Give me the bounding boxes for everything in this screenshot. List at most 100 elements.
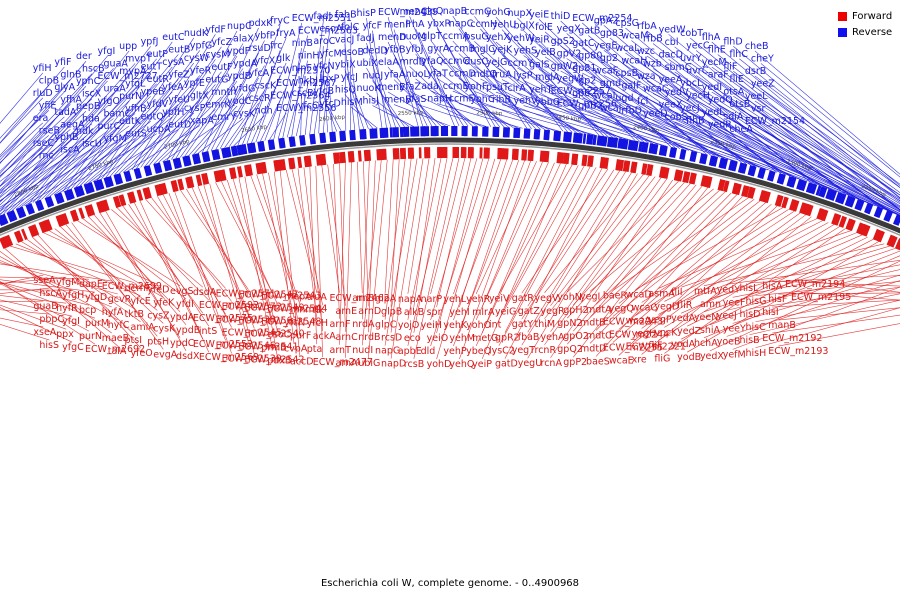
gene-label: yeiG: [495, 307, 516, 318]
gene-label: wcaH: [621, 56, 647, 67]
gene-label: wcaL: [615, 43, 640, 54]
gene-leader-line: [588, 60, 756, 167]
gene-leader-line: [66, 54, 179, 191]
gene-leader-line: [0, 122, 43, 163]
gene-leader-line: [350, 81, 369, 129]
reverse-feature: [164, 159, 173, 172]
gene-label: araF: [708, 69, 729, 80]
gene-label: gpN2: [557, 318, 582, 329]
reverse-feature: [35, 199, 45, 212]
gene-leader-line: [0, 110, 49, 158]
gene-leader-line: [186, 188, 255, 303]
gene-label: yfgC: [62, 342, 84, 353]
gene-label: yfcA: [249, 68, 270, 79]
gene-leader-line: [0, 317, 44, 328]
forward-feature: [236, 166, 243, 178]
forward-feature: [604, 157, 609, 169]
forward-feature: [69, 209, 79, 222]
gene-label: cpsG: [615, 18, 639, 29]
gene-leader-line: [755, 307, 900, 349]
gene-label: eutK: [119, 116, 142, 127]
gene-leader-line: [0, 289, 73, 291]
gene-label: int: [489, 320, 502, 331]
gene-leader-line: [162, 194, 232, 328]
gene-label: cbl: [665, 37, 679, 48]
gene-label: amn: [700, 299, 721, 310]
reverse-feature: [289, 136, 295, 147]
gene-label: wcaA: [626, 316, 652, 327]
forward-feature: [156, 184, 163, 196]
gene-label: ppx: [56, 329, 74, 340]
reverse-feature: [113, 173, 121, 185]
gene-label: ugd: [615, 93, 633, 104]
gene-leader-line: [582, 97, 769, 171]
gene-leader-line: [668, 109, 900, 216]
forward-feature: [357, 150, 362, 162]
gene-leader-line: [123, 112, 195, 173]
reverse-feature: [728, 160, 736, 171]
gene-leader-line: [582, 22, 742, 164]
gene-label: ccmD: [449, 69, 476, 80]
gene-label: yohG: [486, 7, 511, 18]
reverse-feature: [194, 153, 202, 164]
gene-leader-line: [567, 183, 691, 319]
forward-feature: [84, 205, 91, 217]
gene-leader-line: [77, 220, 181, 287]
gene-label: yedX: [700, 351, 724, 362]
gene-leader-line: [430, 158, 490, 347]
forward-feature: [831, 213, 840, 226]
gene-label: fliG: [654, 353, 670, 364]
gene-leader-line: [256, 174, 301, 305]
gene-label: cvpA: [284, 343, 308, 354]
gene-leader-line: [0, 274, 44, 285]
gene-label: ybfP: [255, 31, 276, 42]
forward-feature: [244, 164, 251, 177]
reverse-feature: [269, 139, 274, 150]
gene-leader-line: [232, 178, 278, 330]
gene-label: aegA: [60, 119, 85, 130]
gene-leader-line: [413, 158, 436, 307]
gene-leader-line: [0, 304, 67, 330]
gene-label: fryC: [270, 15, 290, 26]
gene-leader-line: [726, 269, 900, 311]
gene-label: yefM: [723, 349, 746, 360]
gene-leader-line: [544, 81, 694, 152]
gene-leader-line: [652, 43, 851, 197]
reverse-feature: [279, 137, 285, 149]
gene-label: rseC: [33, 138, 55, 149]
forward-feature: [215, 170, 220, 182]
gene-leader-line: [436, 158, 484, 334]
gene-leader-line: [732, 274, 900, 324]
gene-label: fliE: [729, 74, 744, 85]
gene-label: yedZ: [677, 326, 701, 337]
gene-leader-line: [49, 108, 157, 197]
gene-leader-line: [760, 113, 900, 200]
gene-leader-line: [635, 207, 784, 290]
gene-label: wcaC: [632, 303, 658, 314]
gene-label: yphB: [54, 132, 78, 143]
gene-label: cysM: [205, 49, 229, 60]
gene-leader-line: [415, 53, 469, 127]
gene-label: lysC2: [489, 346, 515, 357]
gene-label: uvrC: [686, 65, 709, 76]
gene-label: xapA: [190, 115, 214, 126]
gene-leader-line: [612, 197, 749, 291]
gene-leader-line: [145, 199, 226, 289]
gene-label: ECW_m2538: [216, 314, 276, 325]
gene-leader-line: [717, 79, 900, 203]
gene-leader-line: [415, 28, 460, 127]
gene-label: ECW_m2556: [276, 103, 336, 114]
gene-leader-line: [409, 41, 464, 127]
gene-leader-line: [681, 234, 863, 314]
gene-leader-line: [664, 220, 823, 302]
gene-leader-line: [0, 50, 130, 212]
gene-label: yfaQ: [421, 56, 443, 67]
gene-label: pta: [307, 344, 323, 355]
gene-label: yejK: [492, 45, 513, 56]
gene-label: ucpA: [147, 124, 171, 135]
gene-label: mnth: [211, 87, 236, 98]
gene-label: menC: [400, 6, 428, 17]
gene-label: ccmH: [470, 19, 497, 30]
forward-feature: [886, 234, 895, 247]
gene-leader-line: [452, 90, 555, 131]
